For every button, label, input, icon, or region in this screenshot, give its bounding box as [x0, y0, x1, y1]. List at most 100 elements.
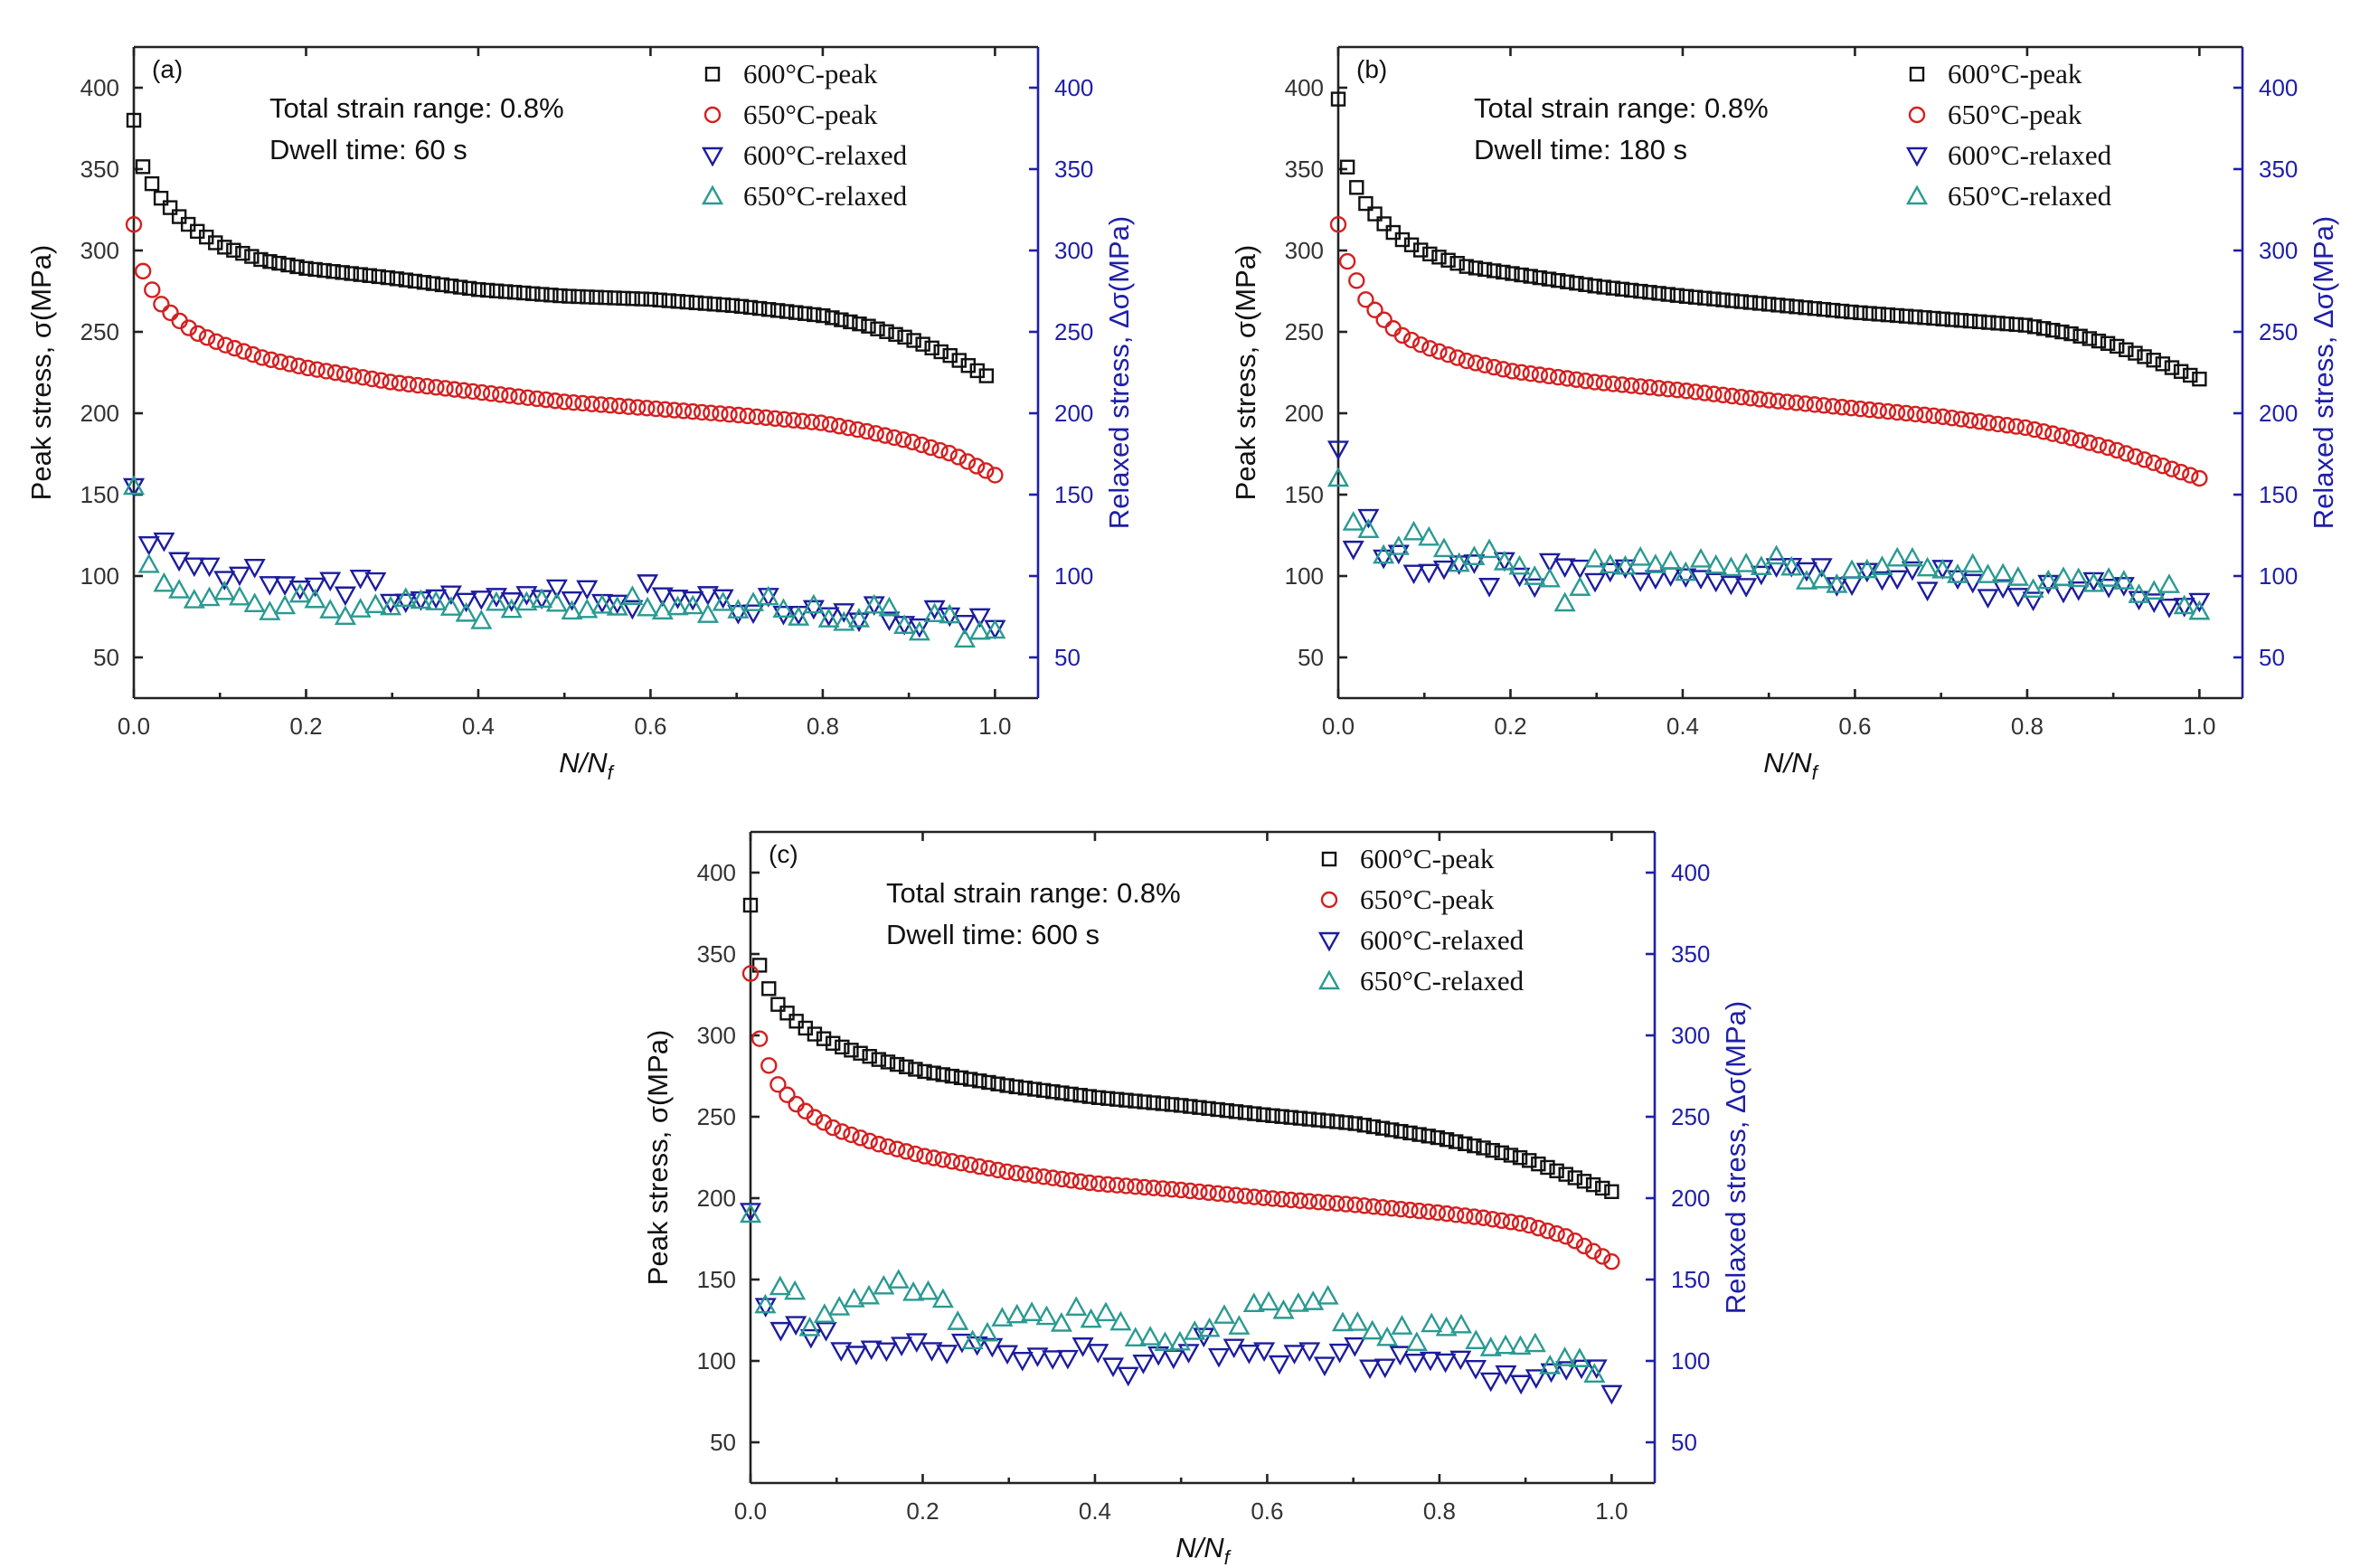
y-tick-label-left: 400 [1285, 74, 1324, 101]
data-point [1173, 1098, 1189, 1113]
data-point [991, 1307, 1014, 1327]
data-point [1947, 570, 1969, 590]
data-point [2072, 431, 2089, 449]
data-point [852, 1129, 869, 1147]
data-point [833, 610, 855, 631]
data-point [1553, 591, 1576, 612]
data-point [144, 175, 160, 192]
data-point [788, 606, 810, 626]
data-point [1844, 304, 1859, 320]
data-point [903, 433, 921, 451]
data-point [1806, 396, 1824, 413]
data-point [1595, 374, 1613, 392]
data-point [798, 1316, 821, 1337]
data-point [470, 590, 493, 610]
data-point [1981, 315, 1997, 330]
data-point [1218, 1185, 1236, 1203]
data-point [880, 1054, 896, 1070]
data-point [1584, 547, 1607, 568]
data-point [334, 586, 356, 607]
data-point [2157, 599, 2181, 619]
data-point [391, 374, 409, 392]
series-650C-relaxed [1326, 467, 2211, 620]
data-point [271, 255, 287, 271]
data-point [500, 598, 523, 619]
data-point [1467, 354, 1485, 372]
data-point [968, 458, 986, 475]
data-point [1908, 309, 1923, 325]
series-650C-peak [741, 965, 1620, 1270]
data-point [1575, 1237, 1593, 1255]
data-point [1596, 279, 1612, 295]
data-point [998, 1163, 1015, 1181]
data-point [961, 1156, 979, 1174]
data-point [1326, 440, 1350, 461]
data-point [571, 288, 586, 305]
data-point [1513, 364, 1530, 382]
data-point [1301, 1111, 1317, 1127]
data-point [1479, 1372, 1502, 1393]
data-point [1810, 558, 1833, 578]
data-point [137, 535, 160, 556]
data-point [349, 569, 372, 590]
data-point [1961, 411, 1979, 430]
data-point [1044, 1169, 1062, 1186]
data-point [482, 385, 500, 402]
data-point [916, 1148, 933, 1165]
data-point [908, 618, 930, 638]
data-point [917, 1280, 939, 1300]
data-point [1405, 1331, 1428, 1352]
data-point [382, 373, 399, 391]
data-point [760, 302, 777, 317]
data-point [439, 585, 462, 606]
data-point [727, 599, 750, 619]
data-point [629, 399, 647, 416]
data-point [696, 603, 719, 623]
data-point [913, 436, 930, 454]
data-point [531, 590, 553, 610]
data-point [1524, 578, 1546, 599]
data-point [1594, 1248, 1611, 1265]
data-point [1228, 1104, 1244, 1119]
data-point [1897, 404, 1915, 422]
data-point [226, 339, 243, 357]
data-point [958, 453, 977, 470]
data-point [878, 596, 901, 617]
data-point [1715, 292, 1731, 307]
data-point [807, 307, 822, 323]
data-point [803, 413, 820, 430]
legend-marker-2 [1908, 106, 1926, 124]
legend-label-4: 650°C-relaxed [743, 180, 908, 212]
data-point [1916, 581, 1939, 602]
data-point [1907, 405, 1924, 423]
data-point [785, 411, 802, 429]
data-point [1704, 572, 1727, 593]
data-point [2119, 342, 2134, 357]
data-point [999, 1078, 1015, 1093]
data-point [425, 590, 448, 610]
data-point [446, 381, 463, 398]
data-point [1971, 413, 1988, 430]
data-point [1577, 372, 1594, 390]
data-point [1154, 1331, 1176, 1352]
data-point [1309, 1194, 1327, 1211]
data-point [1925, 407, 1942, 425]
y-tick-label-right: 350 [2259, 156, 2298, 183]
data-point [1434, 1353, 1457, 1374]
data-point [400, 375, 418, 393]
data-point [1600, 1384, 1623, 1405]
data-point [733, 298, 750, 315]
data-point [981, 1074, 996, 1091]
data-point [779, 304, 795, 319]
legend-label-2: 650°C-peak [1948, 99, 2082, 130]
data-point [492, 386, 509, 403]
data-point [1651, 286, 1666, 301]
data-point [1629, 545, 1652, 566]
data-point [525, 286, 541, 301]
x-tick-label: 1.0 [2183, 713, 2215, 740]
x-tick-label: 0.6 [1838, 713, 1871, 740]
panel-label: (b) [1356, 55, 1387, 83]
data-point [1087, 1344, 1109, 1364]
data-point [754, 1298, 777, 1318]
data-point [1765, 558, 1788, 579]
